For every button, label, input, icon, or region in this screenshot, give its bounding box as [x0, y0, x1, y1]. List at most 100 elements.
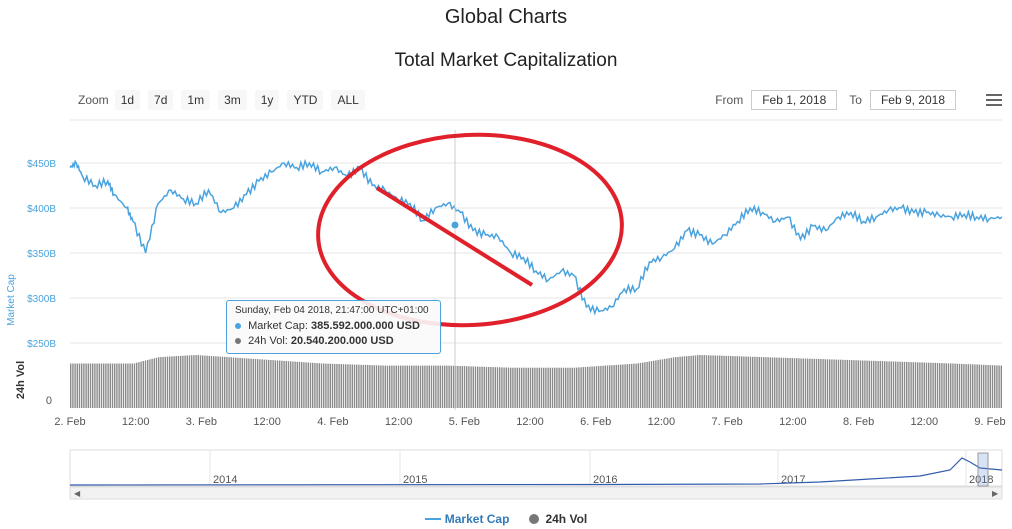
legend-market-cap[interactable]: Market Cap — [424, 512, 510, 526]
vol-bar — [573, 367, 576, 408]
vol-bar — [580, 367, 582, 408]
vol-bar — [877, 361, 879, 408]
vol-bar — [468, 366, 470, 408]
from-date-input[interactable]: Feb 1, 2018 — [751, 90, 838, 110]
vol-bar — [503, 367, 505, 408]
vol-bar — [259, 359, 261, 408]
vol-bar — [116, 363, 118, 408]
vol-bar — [127, 363, 129, 408]
vol-bar — [624, 364, 626, 408]
navigator-series-line — [69, 457, 1003, 486]
vol-bar — [565, 367, 567, 408]
vol-bar — [417, 365, 419, 408]
vol-bar — [514, 367, 516, 408]
zoom-all-button[interactable]: ALL — [331, 90, 365, 110]
vol-bar — [609, 365, 611, 408]
vol-bar — [963, 364, 965, 408]
vol-bar — [840, 359, 842, 408]
to-date-input[interactable]: Feb 9, 2018 — [869, 90, 956, 110]
vol-bar — [928, 362, 930, 408]
y2-tick-0: 0 — [46, 395, 52, 407]
vol-bar — [287, 361, 290, 408]
vol-bar — [824, 359, 826, 408]
navigator-scrollbar[interactable] — [69, 486, 1003, 500]
vol-bar — [675, 357, 677, 408]
vol-bar — [142, 361, 144, 408]
zoom-1y-button[interactable]: 1y — [254, 90, 280, 110]
vol-bar — [615, 364, 617, 408]
vol-bar — [496, 367, 499, 408]
legend-vol[interactable]: 24h Vol — [529, 512, 587, 526]
vol-bar — [180, 355, 182, 408]
hamburger-menu-icon[interactable] — [986, 94, 1002, 106]
vol-bar — [512, 367, 514, 408]
vol-bar — [712, 355, 714, 408]
vol-bar — [558, 367, 560, 408]
vol-bar — [191, 355, 193, 408]
tooltip-market-cap-label: Market Cap: — [248, 320, 308, 332]
zoom-1d-button[interactable]: 1d — [114, 90, 141, 110]
vol-bar — [796, 358, 798, 408]
vol-bar — [481, 366, 483, 408]
vol-bar — [505, 367, 507, 408]
vol-bar — [437, 365, 439, 408]
vol-bar — [752, 356, 754, 408]
vol-bar — [125, 363, 127, 408]
vol-bar — [109, 363, 111, 408]
vol-bar — [569, 367, 571, 408]
navigator-selection[interactable] — [977, 452, 989, 487]
navigator-year-3: 2017 — [781, 474, 805, 486]
vol-bar — [164, 356, 166, 408]
annotation-circle — [316, 132, 624, 328]
x-tick-3: 12:00 — [253, 416, 281, 428]
vol-bar — [745, 356, 747, 408]
vol-bar — [813, 358, 815, 408]
vol-bar — [70, 363, 72, 408]
vol-bar — [494, 367, 496, 408]
zoom-7d-button[interactable]: 7d — [148, 90, 174, 110]
vol-bar — [567, 367, 569, 408]
vol-bar — [338, 364, 340, 408]
vol-bar — [829, 359, 831, 408]
scroll-right-arrow[interactable]: ▶ — [992, 489, 999, 498]
vol-bar — [320, 363, 323, 408]
vol-bar — [650, 361, 653, 408]
vol-bar — [239, 357, 241, 408]
vol-bar — [714, 355, 716, 408]
vol-bar — [314, 363, 316, 408]
zoom-1m-button[interactable]: 1m — [181, 90, 211, 110]
vol-bar — [787, 357, 789, 408]
vol-bar — [716, 355, 719, 408]
vol-bar — [507, 367, 510, 408]
vol-bar — [576, 367, 578, 408]
legend-market-cap-label: Market Cap — [444, 512, 510, 526]
vol-bar — [76, 363, 78, 408]
vol-bar — [428, 365, 430, 408]
legend-vol-label: 24h Vol — [545, 512, 588, 526]
vol-bar — [934, 362, 936, 408]
vol-bar — [158, 357, 160, 408]
vol-bar — [525, 367, 527, 408]
vol-bar — [635, 363, 637, 408]
vol-bar — [294, 361, 296, 408]
vol-bar — [248, 358, 250, 408]
scroll-left-arrow[interactable]: ◀ — [74, 489, 81, 498]
vol-bar — [969, 364, 972, 408]
legend-line-icon — [424, 518, 441, 520]
vol-bar — [1000, 365, 1002, 408]
vol-bar — [697, 355, 699, 408]
y-axis-label: Market Cap — [6, 274, 17, 326]
vol-bar — [435, 365, 437, 408]
zoom-3m-button[interactable]: 3m — [218, 90, 247, 110]
vol-bar — [378, 365, 380, 408]
zoom-ytd-button[interactable]: YTD — [287, 90, 324, 110]
vol-bar — [534, 367, 536, 408]
vol-bar — [140, 361, 142, 408]
vol-bar — [939, 363, 941, 408]
vol-bar — [393, 365, 395, 408]
vol-bar — [859, 360, 862, 408]
vol-bar — [215, 356, 217, 408]
vol-bar — [173, 356, 175, 408]
vol-bar — [562, 367, 565, 408]
vol-bar — [721, 355, 723, 408]
